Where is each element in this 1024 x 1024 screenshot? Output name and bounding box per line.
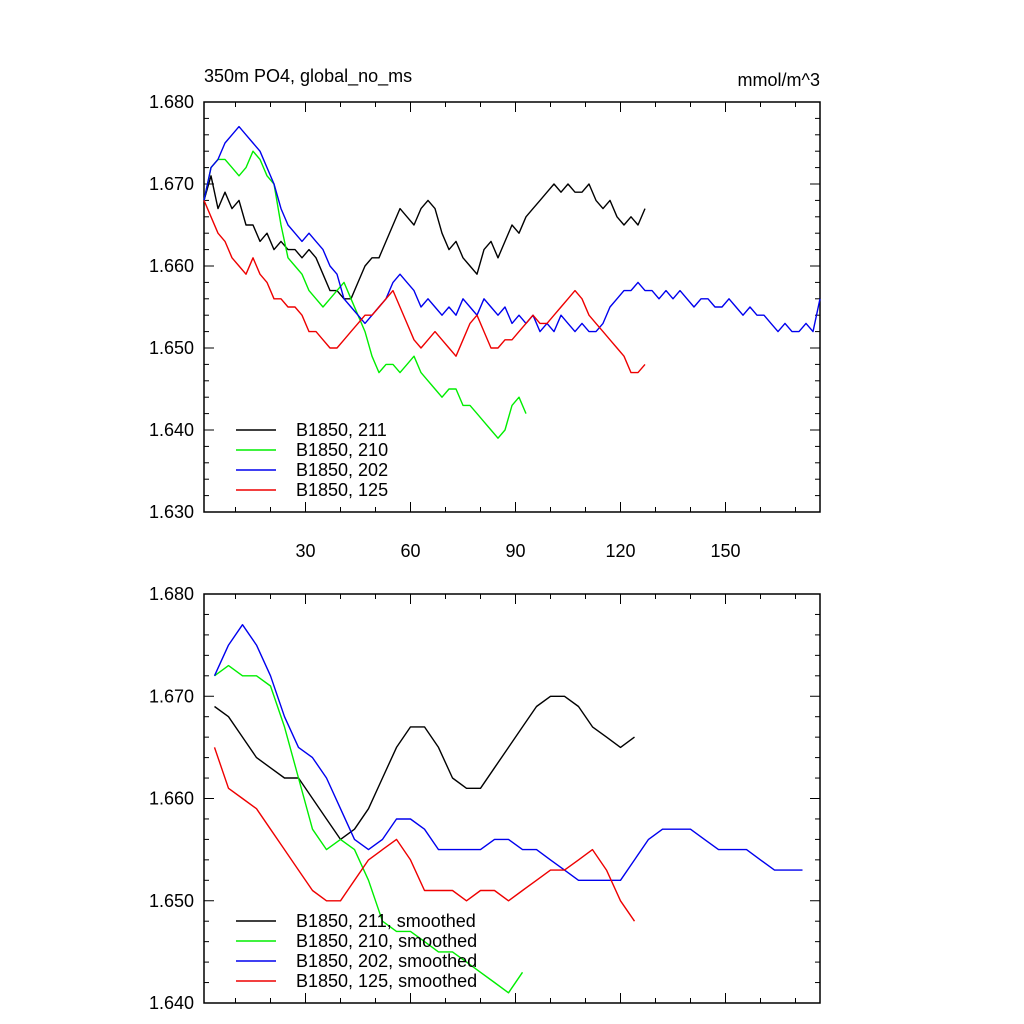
series-line xyxy=(214,695,635,841)
top-panel: 1.630 1.640 1.650 1.660 1.670 1.680 30 60 90 120 1… xyxy=(149,92,821,561)
units-label: mmol/m^3 xyxy=(738,70,820,90)
y-tick-label: 1.670 xyxy=(149,686,194,706)
y-tick-label: 1.660 xyxy=(149,256,194,276)
legend-label: B1850, 125, smoothed xyxy=(296,971,477,991)
y-tick-label: 1.630 xyxy=(149,502,194,522)
x-tick-label: 90 xyxy=(505,541,525,561)
series-line xyxy=(203,125,821,333)
series-line xyxy=(203,175,646,300)
x-tick-label: 150 xyxy=(710,541,740,561)
y-tick-label: 1.680 xyxy=(149,584,194,604)
y-tick-label: 1.640 xyxy=(149,420,194,440)
legend-label: B1850, 202 xyxy=(296,460,388,480)
x-tick-label: 60 xyxy=(400,541,420,561)
y-tick-label: 1.650 xyxy=(149,338,194,358)
series-line xyxy=(213,624,803,881)
legend-label: B1850, 211 xyxy=(296,420,387,440)
series-line xyxy=(203,200,646,374)
plot-frame xyxy=(203,101,821,513)
legend-label: B1850, 202, smoothed xyxy=(296,951,477,971)
series-line xyxy=(214,664,524,994)
bottom-panel: 1.640 1.650 1.660 1.670 1.680 B1850, 211, smo… xyxy=(149,584,821,1013)
x-tick-label: 30 xyxy=(295,541,315,561)
y-tick-label: 1.660 xyxy=(149,789,194,809)
legend-label: B1850, 210 xyxy=(296,440,388,460)
y-tick-label: 1.680 xyxy=(149,92,194,112)
legend-label: B1850, 210, smoothed xyxy=(296,931,477,951)
y-tick-label: 1.670 xyxy=(149,174,194,194)
y-tick-label: 1.640 xyxy=(149,993,194,1013)
legend-label: B1850, 211, smoothed xyxy=(296,911,476,931)
legend-label: B1850, 125 xyxy=(296,480,388,500)
chart-title: 350m PO4, global_no_ms xyxy=(204,66,412,87)
x-tick-label: 120 xyxy=(605,541,635,561)
series-line xyxy=(213,747,636,922)
y-tick-label: 1.650 xyxy=(149,891,194,911)
series-line xyxy=(203,150,527,439)
